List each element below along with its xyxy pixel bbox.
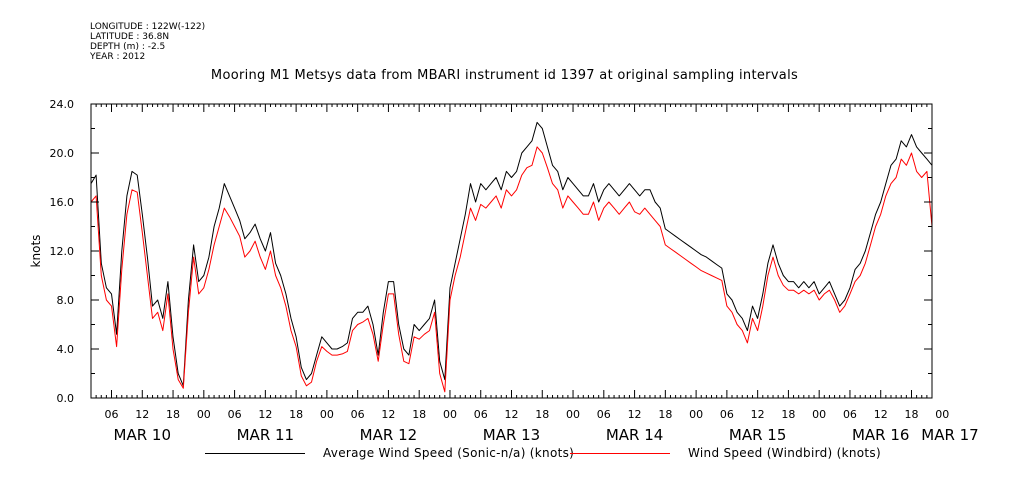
x-tick-label: 06: [474, 408, 488, 421]
y-tick-label: 20.0: [50, 147, 75, 160]
x-day-label: MAR 10: [114, 426, 171, 444]
x-tick-label: 06: [720, 408, 734, 421]
x-tick-label: 06: [105, 408, 119, 421]
x-tick-label: 18: [412, 408, 426, 421]
x-tick-label: 06: [351, 408, 365, 421]
x-day-label: MAR 16: [852, 426, 909, 444]
x-day-label: MAR 12: [360, 426, 417, 444]
x-tick-label: 06: [597, 408, 611, 421]
x-tick-label: 00: [197, 408, 211, 421]
legend-label-windbird: Wind Speed (Windbird) (knots): [688, 446, 881, 460]
y-tick-label: 0.0: [57, 392, 75, 405]
x-tick-label: 00: [689, 408, 703, 421]
x-tick-label: 00: [320, 408, 334, 421]
year-text: YEAR : 2012: [90, 52, 146, 62]
y-tick-label: 8.0: [57, 294, 75, 307]
x-day-label: MAR 13: [483, 426, 540, 444]
x-tick-label: 12: [505, 408, 519, 421]
latitude-text: LATITUDE : 36.8N: [90, 32, 170, 42]
x-tick-label: 06: [843, 408, 857, 421]
x-tick-label: 00: [443, 408, 457, 421]
x-day-label: MAR 14: [606, 426, 663, 444]
series-line-windbird-wind-speed: [90, 146, 933, 393]
x-tick-label: 12: [381, 408, 395, 421]
y-tick-label: 16.0: [50, 196, 75, 209]
x-tick-label: 12: [874, 408, 888, 421]
series-line-average-wind-speed: [90, 121, 933, 387]
y-tick-label: 12.0: [50, 245, 75, 258]
x-tick-label: 00: [812, 408, 826, 421]
x-tick-label: 12: [258, 408, 272, 421]
x-day-label: MAR 15: [729, 426, 786, 444]
legend: Average Wind Speed (Sonic-n/a) (knots) W…: [0, 444, 1009, 464]
plot-frame: [90, 103, 933, 399]
x-tick-label: 00: [566, 408, 580, 421]
legend-swatch-windbird: [570, 453, 670, 454]
x-tick-label: 18: [781, 408, 795, 421]
x-day-label: MAR 11: [237, 426, 294, 444]
depth-text: DEPTH (m) : -2.5: [90, 42, 166, 52]
x-tick-label: 06: [228, 408, 242, 421]
longitude-text: LONGITUDE : 122W(-122): [90, 22, 206, 32]
x-tick-label: 18: [535, 408, 549, 421]
y-tick-label: 4.0: [57, 343, 75, 356]
y-tick-label: 24.0: [50, 98, 75, 111]
legend-swatch-average: [205, 453, 305, 454]
x-tick-label: 12: [751, 408, 765, 421]
y-axis-label: knots: [29, 235, 43, 268]
legend-label-average: Average Wind Speed (Sonic-n/a) (knots): [323, 446, 575, 460]
x-day-label: MAR 17: [921, 426, 978, 444]
metadata-block: LONGITUDE : 122W(-122) LATITUDE : 36.8N …: [90, 22, 205, 62]
chart-title: Mooring M1 Metsys data from MBARI instru…: [210, 68, 799, 83]
x-tick-label: 00: [935, 408, 949, 421]
x-tick-label: 18: [658, 408, 672, 421]
x-tick-label: 18: [289, 408, 303, 421]
x-tick-label: 18: [166, 408, 180, 421]
x-tick-label: 12: [135, 408, 149, 421]
x-tick-label: 12: [628, 408, 642, 421]
x-tick-label: 18: [904, 408, 918, 421]
